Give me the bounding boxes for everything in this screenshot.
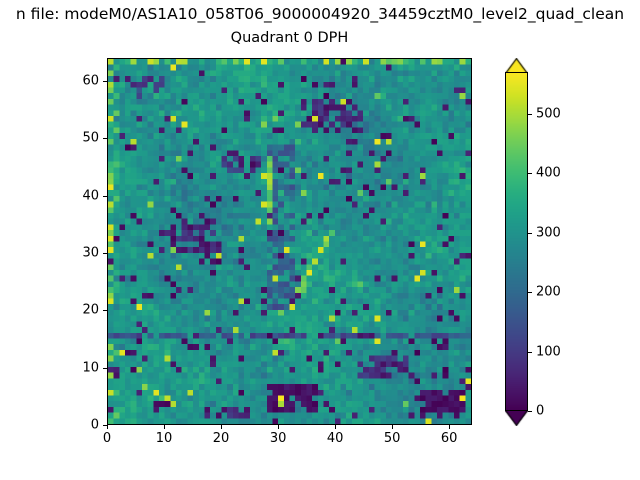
colorbar-gradient-canvas [506,73,527,410]
colorbar-tick-label: 300 [536,225,561,241]
heatmap-image [108,59,471,424]
colorbar-tick-label: 200 [536,284,561,300]
colorbar-tick-label: 0 [536,403,545,419]
figure-suptitle: n file: modeM0/AS1A10_058T06_9000004920_… [0,4,640,26]
y-tick-label: 0 [90,417,99,433]
colorbar-tick-mark [528,411,532,412]
y-tick-mark [103,367,107,369]
x-tick-mark [221,425,223,429]
y-tick-label: 20 [82,302,99,318]
y-tick-mark [103,310,107,312]
y-tick-mark [103,138,107,140]
colorbar-tick-mark [528,173,532,175]
x-tick-mark [392,425,394,429]
x-tick-mark [278,425,280,429]
colorbar-tick-label: 100 [536,344,561,360]
colorbar-gradient [505,72,528,411]
suptitle-text: n file: modeM0/AS1A10_058T06_9000004920_… [15,5,625,23]
x-tick-label: 10 [155,431,173,446]
x-tick-label: 20 [212,431,230,446]
y-tick-mark [103,195,107,197]
colorbar: 0 100 200 300 400 500 [505,58,561,426]
colorbar-extend-min-arrow [505,411,528,426]
y-tick-label: 10 [82,360,99,376]
x-tick-mark [107,425,108,429]
x-tick-label: 40 [326,431,344,446]
colorbar-tick-label: 400 [536,165,561,181]
x-tick-label: 50 [383,431,401,446]
colorbar-extend-max-arrow [505,58,528,73]
colorbar-tick-mark [528,292,532,294]
y-tick-label: 60 [82,73,99,89]
x-tick-mark [164,425,166,429]
colorbar-tick-mark [528,232,532,234]
axes-title: Quadrant 0 DPH [230,30,349,46]
x-tick-label: 60 [440,431,458,446]
x-tick-mark [449,425,451,429]
y-tick-mark [103,252,107,254]
x-tick-label: 0 [102,431,112,446]
heatmap-axes [107,58,472,425]
y-tick-mark [103,80,107,82]
x-tick-label: 30 [269,431,287,446]
y-tick-label: 50 [82,130,99,146]
colorbar-tick-label: 500 [536,106,561,122]
y-tick-label: 30 [82,245,99,261]
colorbar-tick-mark [528,351,532,353]
y-tick-label: 40 [82,188,99,204]
x-tick-mark [335,425,337,429]
colorbar-tick-mark [528,113,532,115]
y-tick-mark [103,425,107,426]
